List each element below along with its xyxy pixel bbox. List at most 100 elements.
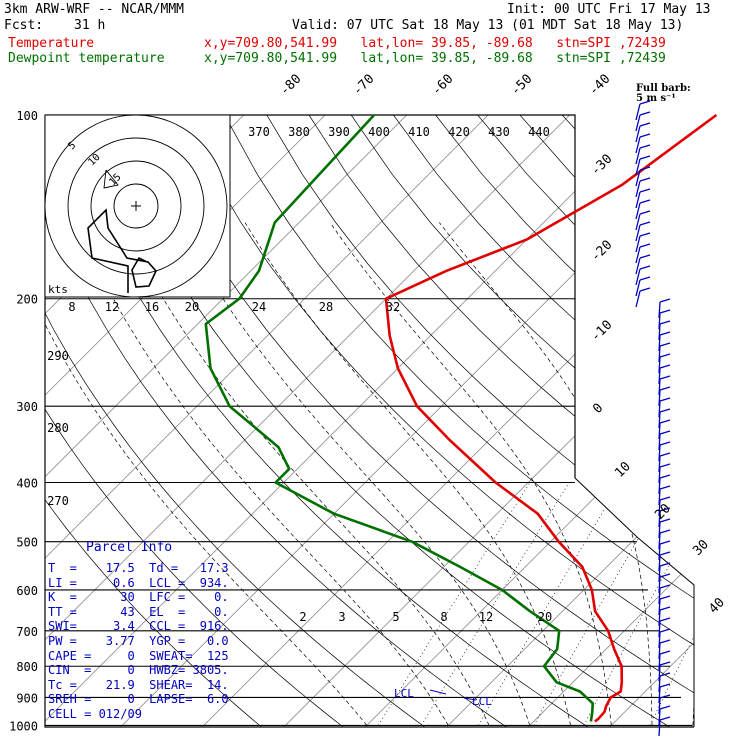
wind-barb: [658, 477, 661, 495]
isotherm-line: [190, 115, 694, 727]
dry-adiabat: [45, 115, 276, 727]
dry-adiabat: [477, 115, 694, 727]
wind-barb-flag: [659, 683, 671, 688]
wind-barb: [658, 653, 661, 671]
hodograph-arrow: [103, 169, 119, 189]
wind-barb-flag: [659, 551, 671, 556]
wind-barb: [658, 664, 661, 682]
theta-label: 440: [528, 125, 550, 139]
wind-barb: [658, 675, 661, 693]
wind-barb-flag: [639, 155, 651, 160]
wind-barb-flag: [659, 628, 671, 633]
wind-barb: [658, 620, 661, 638]
wind-barb-flag: [659, 507, 671, 512]
wind-barb-flag: [659, 441, 671, 446]
wind-barb: [658, 642, 661, 660]
mixing-ratio-label: 2: [299, 610, 306, 624]
temperature-tick-label: 30: [690, 537, 712, 559]
pressure-label: 100: [16, 109, 38, 123]
wind-barb: [635, 180, 641, 198]
theta-label: 420: [448, 125, 470, 139]
hodograph-ring: [45, 115, 228, 297]
wind-barb-flag: [659, 331, 671, 336]
wind-barb-flag: [659, 573, 671, 578]
isotherm-line: [45, 115, 489, 727]
dry-adiabat: [604, 115, 694, 727]
wind-barb: [658, 334, 661, 352]
wind-barb-flag: [639, 177, 651, 182]
isotherm-line: [353, 115, 694, 727]
wind-barb-flag: [659, 309, 671, 314]
wind-barb: [635, 136, 641, 154]
dry-adiabat: [55, 115, 607, 727]
moist-adiabat: [244, 222, 571, 726]
wind-barb-flag: [659, 364, 671, 369]
wind-barb-flag: [659, 661, 671, 666]
sounding-traces: LCL LCL: [204, 113, 718, 723]
theta-label: 400: [368, 125, 390, 139]
wind-barb: [658, 422, 661, 440]
wind-barb-flag: [639, 221, 651, 226]
mixing-ratio-line: [421, 482, 570, 726]
parcel-info-row: PW = 3.77 YGP = 0.0: [48, 634, 229, 648]
wind-barb: [658, 543, 661, 561]
wind-barb: [658, 378, 661, 396]
wind-barb-flag: [659, 386, 671, 391]
isotherm-line: [679, 115, 694, 727]
hodo-speed-label: 24: [252, 300, 266, 314]
lcl-label: LCL: [394, 687, 414, 700]
temperature-tick-label: -80: [277, 72, 304, 99]
hodograph-unit: kts: [48, 283, 68, 296]
wind-barb-flag: [659, 606, 671, 611]
mixing-ratio-line: [533, 482, 671, 726]
wind-barbs: [635, 100, 671, 737]
parcel-info-row: TT = 43 EL = 0.: [48, 604, 229, 619]
temperature-tick-label: -50: [508, 72, 535, 99]
wind-barb: [635, 169, 641, 187]
wind-barb: [658, 565, 661, 583]
theta-left-label: 290: [47, 349, 69, 363]
isotherm-line: [598, 115, 694, 727]
pressure-label: 500: [16, 536, 38, 550]
wind-barb: [658, 521, 661, 539]
mixing-ratio-label: 20: [538, 610, 552, 624]
wind-barb-flag: [659, 485, 671, 490]
wind-barb-flag: [659, 584, 671, 589]
wind-barb-flag: [659, 474, 671, 479]
temperature-tick-label: -20: [588, 238, 615, 265]
lcl-label: LCL: [472, 695, 492, 708]
dry-adiabat: [97, 115, 689, 727]
wind-barb: [658, 719, 661, 737]
temperature-tick-label: 40: [706, 595, 728, 617]
wind-barb-flag: [659, 672, 671, 677]
dry-adiabat: [182, 115, 694, 727]
theta-label: 380: [288, 125, 310, 139]
wind-barb-flag: [659, 529, 671, 534]
wind-barb: [658, 532, 661, 550]
temperature-tick-label: 20: [652, 501, 674, 523]
legend-dewpoint: Dewpoint temperature: [8, 51, 165, 66]
dry-adiabat: [393, 115, 694, 727]
wind-barb-flag: [659, 353, 671, 358]
wind-barb-flag: [659, 595, 671, 600]
hodo-speed-label: 28: [319, 300, 333, 314]
wind-barb: [635, 202, 641, 220]
wind-barb: [658, 554, 661, 572]
isotherm-line: [272, 115, 694, 727]
parcel-info-title: Parcel Info: [86, 540, 173, 555]
isotherm-line: [45, 115, 570, 727]
theta-left-label: 280: [47, 421, 69, 435]
parcel-info-row: CIN = 0 HWBZ= 3805.: [48, 663, 229, 678]
mixing-ratio-line: [478, 482, 622, 726]
wind-barb-flag: [659, 375, 671, 380]
wind-barb-flag: [639, 287, 651, 292]
legend-temperature-location: x,y=709.80,541.99 lat,lon= 39.85, -89.68…: [204, 36, 666, 51]
wind-barb-flag: [659, 540, 671, 545]
wind-barb-flag: [639, 243, 651, 248]
mixing-ratio-label: 12: [479, 610, 493, 624]
wind-key: Full barb: 5 m s⁻¹: [636, 83, 691, 104]
wind-barb: [658, 389, 661, 407]
wind-barb-flag: [639, 254, 651, 259]
wind-barb-flag: [659, 496, 671, 501]
wind-barb-flag: [659, 452, 671, 457]
